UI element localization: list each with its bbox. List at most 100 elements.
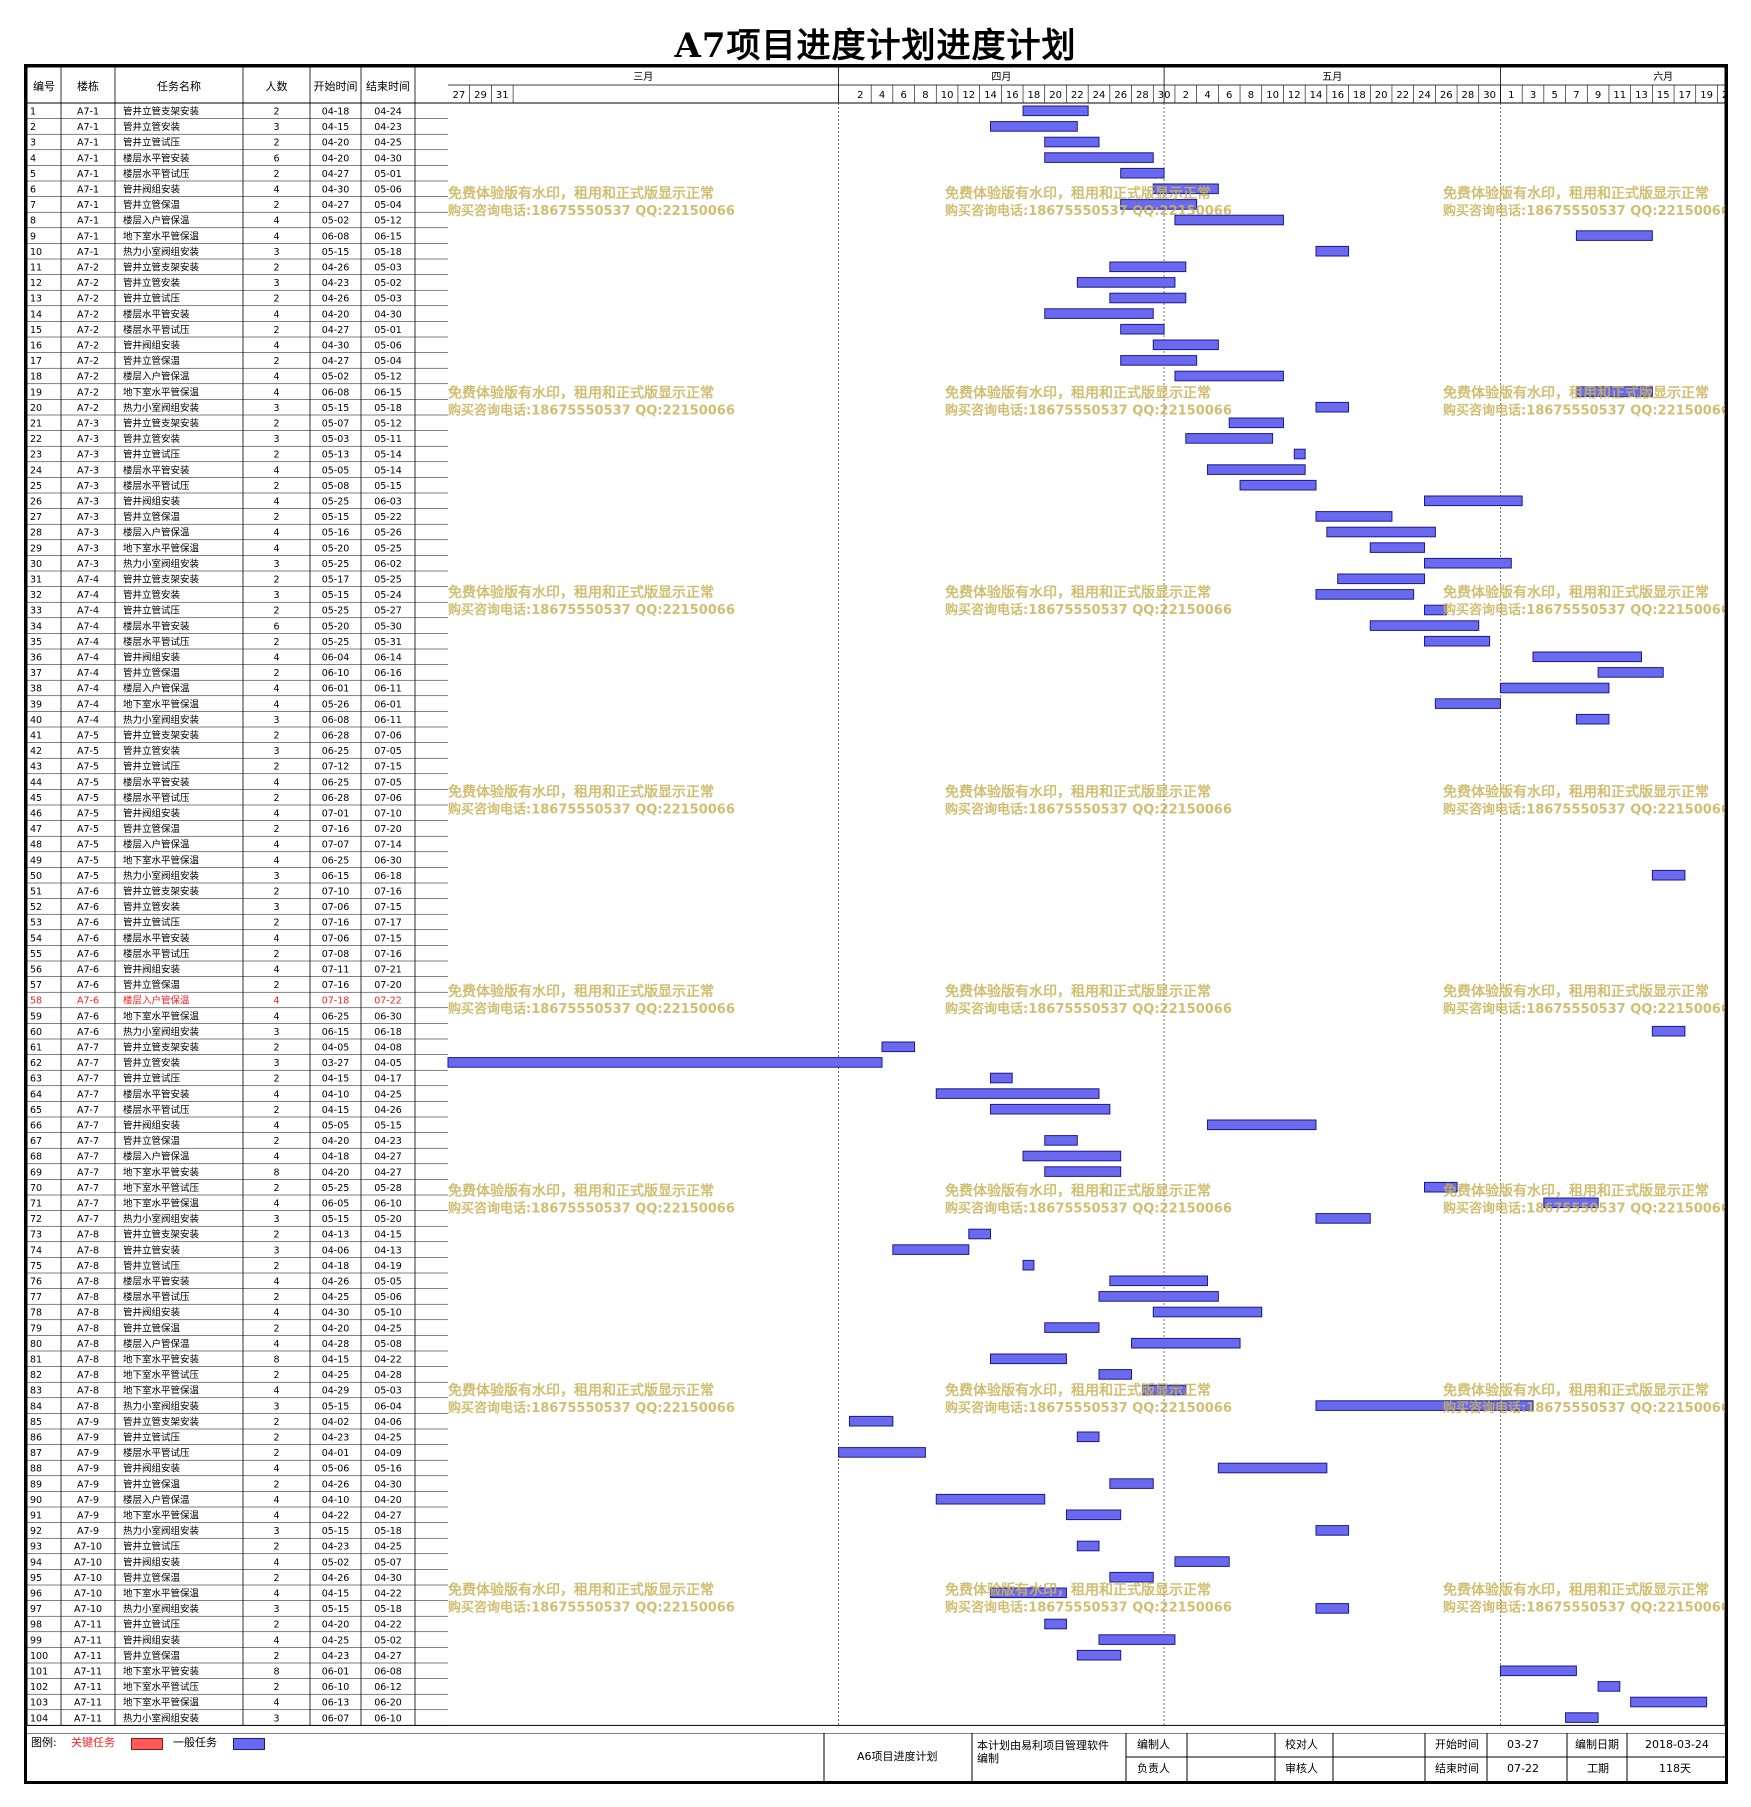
task-building: A7-8 (77, 1323, 99, 1334)
task-building: A7-8 (77, 1277, 99, 1288)
task-people: 2 (273, 668, 279, 679)
column-header: 开始时间 (314, 79, 358, 93)
task-name: 楼层水平管安装 (123, 464, 190, 476)
task-building: A7-5 (77, 746, 99, 757)
task-name: 管井立管支架安装 (123, 886, 200, 898)
task-id: 89 (30, 1479, 42, 1490)
day-tick-label: 13 (1635, 90, 1648, 101)
task-id: 10 (30, 247, 42, 258)
task-people: 2 (273, 1682, 279, 1693)
task-start: 06-25 (322, 855, 350, 866)
task-name: 管井立管支架安装 (123, 574, 200, 586)
task-bar (1651, 1025, 1686, 1037)
task-name: 楼层水平管试压 (123, 792, 190, 804)
task-bar (1239, 479, 1317, 491)
task-people: 2 (273, 1448, 279, 1459)
task-people: 3 (273, 122, 279, 133)
task-name: 管井阀组安装 (123, 964, 181, 976)
task-name: 楼层水平管安装 (123, 1276, 190, 1288)
task-bar (990, 1072, 1013, 1084)
task-id: 51 (30, 887, 42, 898)
task-id: 38 (30, 684, 42, 695)
task-end: 05-15 (374, 1121, 402, 1132)
task-name: 楼层入户管保温 (123, 1338, 190, 1350)
day-tick-label: 18 (1353, 90, 1366, 101)
task-end: 04-22 (374, 1589, 402, 1600)
task-bar (1315, 1525, 1350, 1536)
day-tick-label: 24 (1093, 90, 1106, 101)
task-building: A7-11 (74, 1620, 102, 1631)
task-start: 06-15 (322, 871, 350, 882)
task-id: 84 (30, 1401, 42, 1412)
task-bar (1315, 401, 1350, 413)
task-building: A7-7 (77, 1199, 99, 1210)
task-building: A7-10 (74, 1604, 102, 1615)
task-name: 管井阀组安装 (123, 184, 181, 196)
task-end: 07-17 (374, 918, 402, 929)
task-name: 管井立管保温 (123, 199, 181, 211)
task-building: A7-8 (77, 1355, 99, 1366)
task-id: 45 (30, 793, 42, 804)
task-building: A7-1 (77, 169, 99, 180)
task-id: 47 (30, 824, 42, 835)
task-people: 4 (273, 1464, 279, 1475)
task-building: A7-9 (77, 1511, 99, 1522)
watermark-line-1: 免费体验版有水印，租用和正式版显示正常 (1443, 983, 1709, 1000)
task-id: 61 (30, 1043, 42, 1054)
task-end: 05-12 (374, 216, 402, 227)
watermark-line-1: 免费体验版有水印，租用和正式版显示正常 (1443, 385, 1709, 402)
task-id: 16 (30, 341, 42, 352)
task-building: A7-9 (77, 1433, 99, 1444)
task-name: 管井立管试压 (123, 1073, 181, 1085)
task-start: 04-26 (322, 294, 350, 305)
task-building: A7-11 (74, 1698, 102, 1709)
task-end: 04-20 (374, 1495, 402, 1506)
task-bar (1207, 464, 1306, 475)
task-building: A7-2 (77, 356, 99, 367)
month-label: 五月 (1322, 71, 1342, 83)
task-end: 04-30 (374, 153, 402, 164)
task-start: 05-15 (322, 403, 350, 414)
task-end: 07-06 (374, 731, 402, 742)
task-start: 06-07 (322, 1713, 350, 1724)
task-id: 3 (30, 138, 36, 149)
task-building: A7-1 (77, 216, 99, 227)
task-bar (1044, 136, 1100, 148)
task-building: A7-4 (77, 668, 99, 679)
task-name: 楼层入户管保温 (123, 995, 190, 1007)
task-end: 04-30 (374, 1479, 402, 1490)
day-tick-label: 8 (922, 90, 928, 101)
task-people: 3 (273, 1526, 279, 1537)
task-end: 07-15 (374, 933, 402, 944)
task-name: 管井立管安装 (123, 1244, 181, 1256)
watermark-line-2: 购买咨询电话:18675550537 QQ:22150066 (1443, 802, 1725, 818)
task-people: 4 (273, 1698, 279, 1709)
task-building: A7-9 (77, 1526, 99, 1537)
task-start: 04-27 (322, 356, 350, 367)
task-name: 管井立管安装 (123, 1057, 181, 1069)
task-id: 34 (30, 621, 42, 632)
task-name: 管井阀组安装 (123, 1634, 181, 1646)
month-label: 六月 (1653, 71, 1673, 83)
task-start: 04-25 (322, 1635, 350, 1646)
watermark-line-1: 免费体验版有水印，租用和正式版显示正常 (945, 1582, 1211, 1599)
task-id: 25 (30, 481, 42, 492)
task-building: A7-8 (77, 1261, 99, 1272)
task-id: 63 (30, 1074, 42, 1085)
task-id: 104 (30, 1713, 48, 1724)
task-start: 07-11 (322, 965, 350, 976)
day-tick-label: 16 (1006, 90, 1019, 101)
task-building: A7-5 (77, 809, 99, 820)
task-start: 04-20 (322, 153, 350, 164)
task-end: 04-25 (374, 138, 402, 149)
task-people: 2 (273, 263, 279, 274)
footer: 图例: 关键任务 一般任务 A6项目进度计划 本计划由易利项目管理软件编制 编制… (27, 1733, 1725, 1781)
task-people: 2 (273, 1573, 279, 1584)
task-start: 04-26 (322, 1479, 350, 1490)
task-end: 05-11 (374, 434, 402, 445)
task-bar (1109, 1478, 1154, 1489)
task-bar (1630, 1696, 1708, 1708)
task-people: 4 (273, 1011, 279, 1022)
task-id: 13 (30, 294, 42, 305)
task-bar (1022, 1150, 1122, 1162)
